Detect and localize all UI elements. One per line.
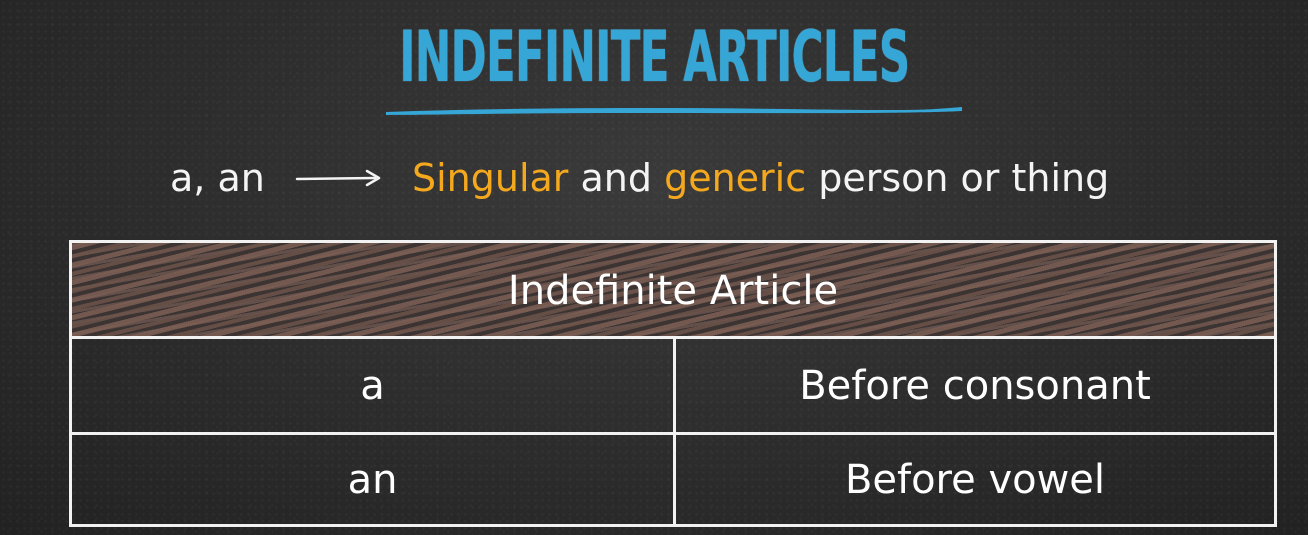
right-arrow-icon [295,169,381,187]
usage-cell: Before vowel [844,456,1106,503]
singular-word: Singular [412,156,569,200]
article-cell: an [72,435,676,524]
articles-table: Indefinite Article a Before consonant an… [69,240,1277,527]
articles-label: a, an [170,156,265,200]
table-row: a Before consonant [72,339,1274,435]
person-or-thing-text: person or thing [806,156,1110,200]
title-underline [386,107,962,115]
generic-word: generic [664,156,807,200]
subtitle-line: a, an Singular and generic person or thi… [0,148,1308,208]
page-title: INDEFINITE ARTICLES [398,16,910,98]
usage-cell: Before consonant [799,362,1151,409]
table-header-label: Indefinite Article [507,268,839,314]
table-row: an Before vowel [72,435,1274,524]
and-word: and [568,156,665,200]
articles-description: Singular and generic person or thing [412,148,1109,208]
title-container: INDEFINITE ARTICLES [0,14,1308,100]
table-header-row: Indefinite Article [72,243,1274,339]
article-cell: a [72,339,676,432]
